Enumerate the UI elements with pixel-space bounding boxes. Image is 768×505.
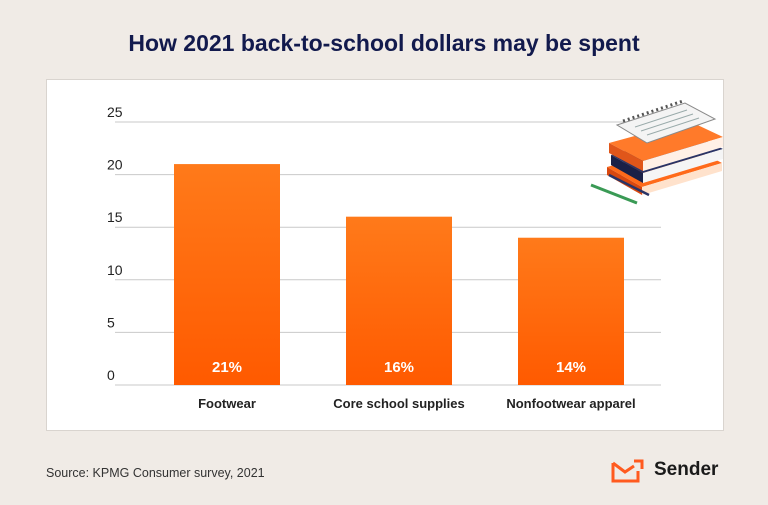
bar-data-label: 21% (212, 359, 242, 376)
y-tick-label: 0 (107, 367, 115, 383)
bar-data-label: 14% (556, 359, 586, 376)
y-tick-label: 25 (107, 104, 123, 120)
x-category-label: Core school supplies (333, 396, 464, 411)
y-tick-label: 10 (107, 262, 123, 278)
envelope-check-icon (611, 459, 644, 483)
chart-panel: 0 5 10 15 20 25 21% Footwear 16% Core school sup… (46, 79, 724, 431)
source-note: Source: KPMG Consumer survey, 2021 (46, 466, 265, 480)
bar-chart: 0 5 10 15 20 25 21% Footwear 16% Core school sup… (107, 99, 723, 411)
brand-logo: Sender (610, 455, 718, 485)
x-category-label: Footwear (198, 396, 256, 411)
brand-name: Sender (654, 459, 719, 480)
books-notebook-pencils-icon (590, 99, 723, 205)
bar (518, 237, 624, 385)
chart-title: How 2021 back-to-school dollars may be s… (128, 30, 640, 56)
y-tick-label: 5 (107, 314, 115, 330)
bar-data-label: 16% (384, 359, 414, 376)
bar (346, 216, 452, 385)
y-tick-label: 20 (107, 157, 123, 173)
bar (174, 164, 280, 385)
y-tick-label: 15 (107, 209, 123, 225)
x-category-label: Nonfootwear apparel (506, 396, 635, 411)
